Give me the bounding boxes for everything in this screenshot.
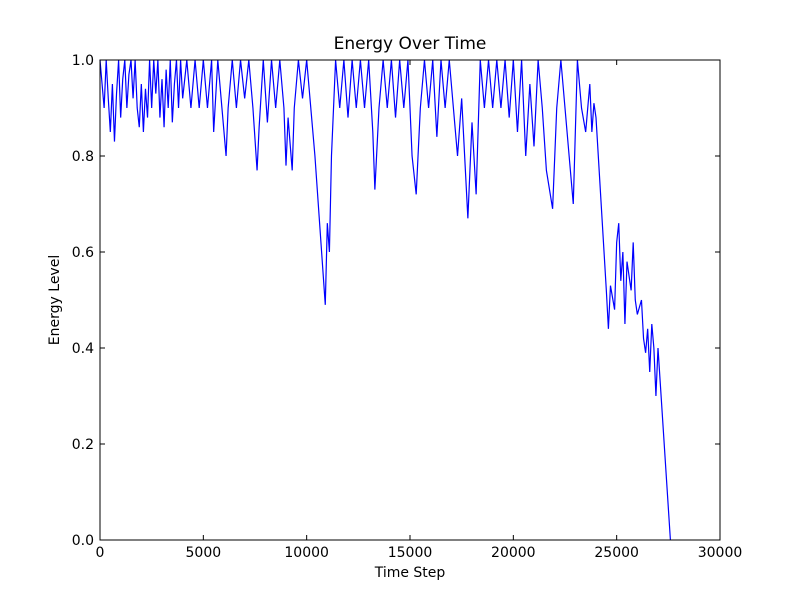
y-tick-label: 0.4 <box>72 341 94 357</box>
y-tick-label: 0.8 <box>72 149 94 165</box>
y-tick-label: 0.0 <box>72 533 94 549</box>
y-tick-label: 0.6 <box>72 245 94 261</box>
data-line <box>99 59 671 541</box>
y-axis-label: Energy Level <box>47 255 63 345</box>
x-tick-label: 0 <box>96 545 105 561</box>
x-tick-label: 20000 <box>491 545 536 561</box>
x-tick-label: 30000 <box>698 545 743 561</box>
x-tick-label: 25000 <box>594 545 639 561</box>
x-tick-label: 15000 <box>388 545 433 561</box>
x-tick-label: 10000 <box>284 545 329 561</box>
x-axis-label: Time Step <box>374 565 446 581</box>
y-tick-label: 0.2 <box>72 437 94 453</box>
plot-frame <box>99 59 721 541</box>
chart-title: Energy Over Time <box>334 34 487 54</box>
x-tick-label: 5000 <box>186 545 222 561</box>
y-tick-label: 1.0 <box>72 53 94 69</box>
